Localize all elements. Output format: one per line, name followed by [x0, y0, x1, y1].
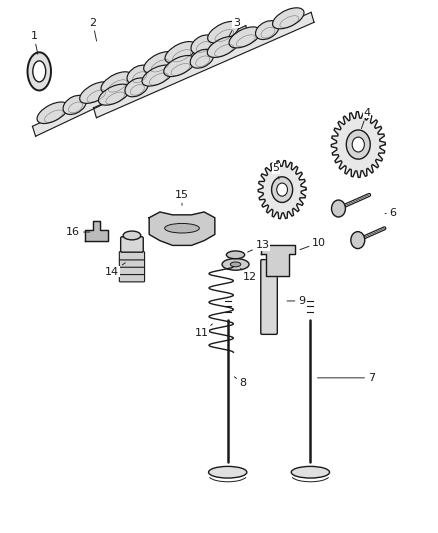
Polygon shape	[93, 12, 314, 118]
Ellipse shape	[190, 49, 214, 68]
Ellipse shape	[230, 262, 241, 266]
Circle shape	[332, 200, 346, 217]
Ellipse shape	[99, 84, 130, 105]
Ellipse shape	[229, 27, 261, 48]
Polygon shape	[261, 245, 295, 277]
Ellipse shape	[127, 65, 150, 84]
Ellipse shape	[191, 35, 214, 54]
FancyBboxPatch shape	[119, 273, 145, 282]
Text: 9: 9	[287, 296, 305, 306]
Ellipse shape	[28, 52, 51, 91]
Text: 13: 13	[247, 240, 269, 252]
Circle shape	[277, 183, 287, 196]
Ellipse shape	[226, 251, 245, 259]
Ellipse shape	[272, 8, 304, 29]
Text: 14: 14	[105, 263, 125, 277]
Ellipse shape	[165, 42, 196, 63]
Ellipse shape	[125, 78, 148, 97]
Polygon shape	[32, 26, 249, 136]
FancyBboxPatch shape	[119, 252, 145, 260]
Text: 4: 4	[361, 108, 371, 128]
Ellipse shape	[144, 52, 175, 73]
Text: 16: 16	[66, 227, 90, 237]
Text: 15: 15	[175, 190, 189, 205]
FancyBboxPatch shape	[119, 266, 145, 274]
Ellipse shape	[142, 65, 173, 86]
Text: 2: 2	[89, 18, 97, 41]
Text: 8: 8	[234, 377, 247, 388]
Ellipse shape	[165, 223, 199, 233]
Circle shape	[346, 130, 370, 159]
Ellipse shape	[123, 231, 141, 240]
Text: 7: 7	[318, 373, 375, 383]
Ellipse shape	[164, 55, 195, 77]
Text: 1: 1	[31, 31, 38, 54]
FancyBboxPatch shape	[120, 237, 143, 252]
Text: 6: 6	[385, 208, 396, 219]
Circle shape	[352, 137, 364, 152]
Ellipse shape	[208, 21, 239, 43]
Ellipse shape	[101, 72, 132, 93]
Ellipse shape	[222, 259, 249, 270]
Text: 12: 12	[240, 269, 257, 282]
Ellipse shape	[255, 21, 279, 39]
Ellipse shape	[33, 61, 46, 82]
Text: 10: 10	[300, 238, 326, 249]
Text: 11: 11	[194, 324, 212, 338]
Text: 3: 3	[229, 18, 240, 36]
Polygon shape	[258, 160, 306, 219]
Ellipse shape	[63, 95, 86, 115]
Polygon shape	[85, 221, 108, 241]
Circle shape	[272, 177, 293, 203]
Polygon shape	[149, 212, 215, 245]
Ellipse shape	[37, 102, 68, 124]
FancyBboxPatch shape	[261, 260, 277, 334]
Ellipse shape	[208, 466, 247, 478]
Ellipse shape	[80, 82, 111, 103]
Text: 5: 5	[272, 164, 279, 179]
Polygon shape	[331, 112, 385, 177]
Ellipse shape	[207, 36, 239, 58]
FancyBboxPatch shape	[119, 259, 145, 267]
Circle shape	[351, 232, 365, 248]
Ellipse shape	[291, 466, 329, 478]
